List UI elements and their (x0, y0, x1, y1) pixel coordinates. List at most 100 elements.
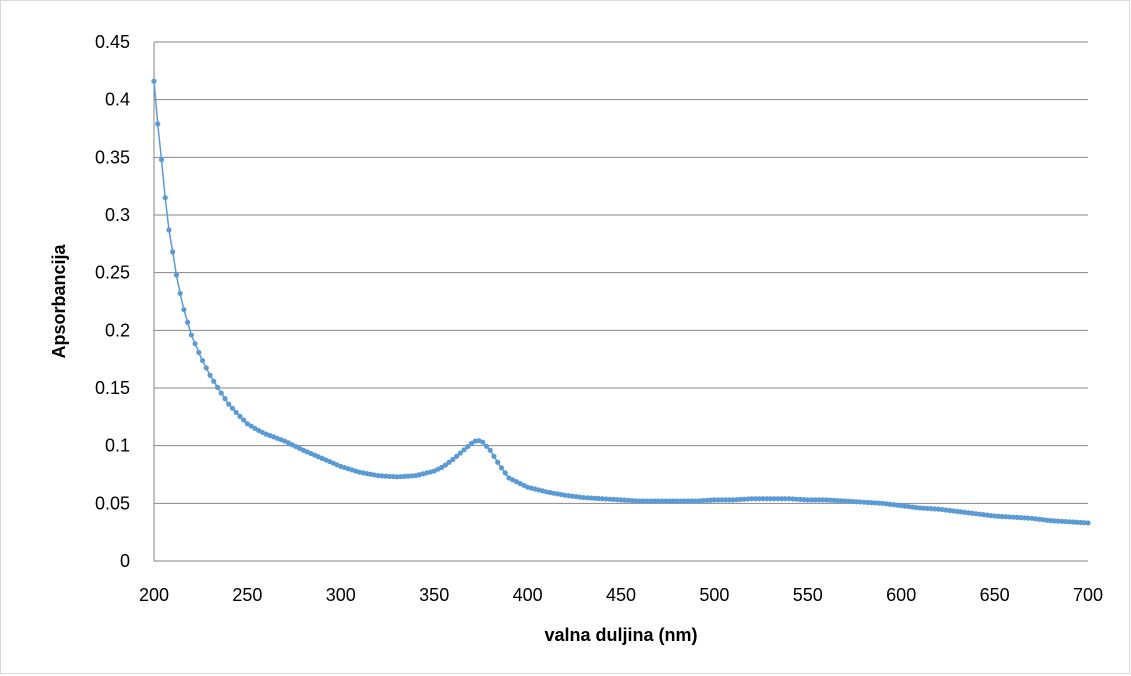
data-point (1003, 514, 1009, 520)
data-point (835, 497, 841, 504)
data-point (861, 499, 867, 505)
data-point (1077, 519, 1084, 526)
data-point (248, 423, 254, 429)
data-point (155, 121, 161, 127)
data-point (468, 440, 475, 446)
data-point (853, 499, 859, 505)
tick-labels: 0 0.05 0.1 0.15 0.2 0.25 0.3 0.35 0.4 0.45 200 250 3… (95, 32, 1103, 605)
data-point (734, 497, 740, 503)
data-point (723, 497, 729, 503)
data-point (1021, 515, 1028, 521)
x-tick-label: 550 (793, 585, 823, 605)
data-point (442, 462, 449, 468)
data-point (629, 497, 635, 504)
data-point (1066, 519, 1072, 525)
data-point (185, 319, 191, 325)
data-point (607, 496, 613, 502)
series-line (153, 81, 1089, 524)
axes (153, 42, 1088, 562)
data-point (1081, 520, 1087, 526)
data-point (816, 497, 822, 503)
y-tick-label: 0.2 (105, 320, 130, 340)
data-point (1006, 514, 1013, 520)
data-point (876, 500, 882, 506)
data-point (214, 384, 221, 390)
data-point (995, 513, 1001, 519)
data-point (218, 390, 224, 396)
data-point (390, 473, 396, 480)
x-tick-label: 200 (139, 585, 169, 605)
data-point (760, 496, 766, 502)
data-point (767, 496, 774, 502)
data-point (678, 498, 684, 504)
x-tick-label: 600 (886, 585, 916, 605)
data-point (173, 272, 180, 278)
data-point (640, 498, 647, 504)
data-point (170, 249, 176, 255)
data-point (1018, 515, 1024, 521)
data-point (857, 499, 863, 505)
data-point (741, 496, 747, 502)
data-point (244, 421, 250, 427)
data-point (775, 496, 781, 502)
data-point (211, 378, 217, 384)
data-point (764, 496, 770, 502)
data-point (820, 497, 826, 503)
data-point (659, 498, 665, 504)
data-point (704, 497, 710, 503)
data-point (446, 459, 452, 465)
x-tick-label: 300 (326, 585, 356, 605)
y-tick-label: 0.15 (95, 378, 130, 398)
data-point (457, 450, 463, 456)
data-point (715, 497, 721, 503)
data-point (928, 506, 934, 512)
data-point (842, 498, 848, 504)
data-point (749, 496, 755, 502)
data-point (655, 498, 661, 504)
data-point (771, 496, 777, 502)
data-point (1059, 518, 1065, 524)
data-point (838, 498, 845, 504)
data-point (745, 496, 751, 502)
data-point (233, 409, 239, 416)
data-point (917, 505, 923, 511)
data-point (670, 498, 676, 504)
data-point (730, 497, 736, 503)
data-point (1010, 514, 1016, 520)
gridlines (154, 41, 1088, 504)
data-point (1062, 518, 1069, 525)
data-point (1055, 518, 1061, 524)
data-point (696, 498, 703, 504)
data-point (177, 290, 183, 297)
data-point (229, 405, 236, 411)
data-point (192, 341, 198, 347)
x-tick-label: 500 (699, 585, 729, 605)
y-tick-label: 0.1 (105, 436, 130, 456)
data-point (633, 498, 639, 504)
data-point (652, 498, 658, 504)
data-point (491, 453, 497, 459)
data-point (498, 465, 505, 471)
data-point (924, 505, 930, 512)
data-point (708, 497, 714, 503)
data-point (846, 498, 852, 504)
data-point (827, 497, 833, 503)
data-point (166, 227, 172, 233)
data-point (375, 473, 381, 479)
x-tick-label: 400 (513, 585, 543, 605)
data-point (711, 497, 718, 503)
data-point (1085, 520, 1091, 526)
x-tick-label: 250 (232, 585, 262, 605)
data-point (610, 496, 617, 503)
data-point (921, 505, 927, 511)
data-point (663, 498, 669, 504)
x-tick-label: 700 (1073, 585, 1103, 605)
data-point (450, 456, 456, 463)
data-point (752, 496, 759, 502)
data-point (203, 365, 209, 371)
data-point (1025, 515, 1031, 521)
x-axis-title: valna duljina (nm) (544, 625, 697, 645)
data-point (487, 447, 493, 453)
data-point (693, 498, 699, 504)
